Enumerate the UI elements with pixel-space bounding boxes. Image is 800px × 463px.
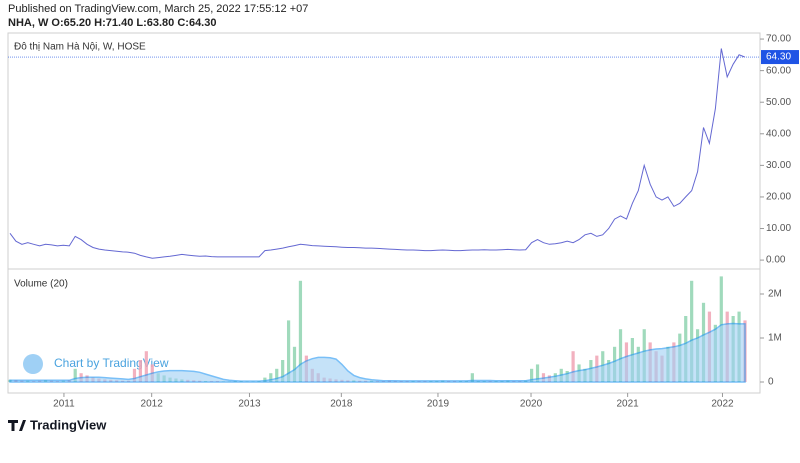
y-tick-label: 10.00 (766, 223, 791, 234)
volume-bar (470, 373, 474, 383)
y-tick-label: 0.00 (766, 255, 786, 266)
chart-frame (7, 32, 761, 394)
volume-ma-area (9, 322, 746, 383)
volume-bar (530, 368, 534, 383)
y-tick-label: 2M (768, 289, 782, 300)
volume-bar (275, 368, 279, 383)
y-tick-label: 60.00 (766, 65, 791, 76)
x-tick-label: 2021 (617, 399, 640, 410)
publish-info: Published on TradingView.com, March 25, … (8, 3, 308, 15)
x-tick-label: 2012 (141, 399, 164, 410)
ohlc-info: NHA, W O:65.20 H:71.40 L:63.80 C:64.30 (8, 17, 216, 29)
x-tick-label: 2022 (711, 399, 734, 410)
x-tick-label: 2019 (427, 399, 450, 410)
volume-bar (138, 360, 143, 383)
volume-pane-title: Volume (20) (14, 279, 68, 290)
volume-bar (690, 280, 694, 383)
y-tick-label: 0 (768, 377, 774, 388)
watermark-icon (23, 354, 43, 374)
volume-bar (286, 320, 291, 383)
x-tick-label: 2018 (330, 399, 353, 410)
volume-bar (281, 360, 285, 383)
logo-text: TradingView (30, 417, 107, 432)
volume-bar (269, 373, 273, 383)
y-tick-label: 1M (768, 333, 782, 344)
y-tick-label: 30.00 (766, 160, 791, 171)
y-tick-label: 40.00 (766, 128, 791, 139)
y-tick-label: 50.00 (766, 97, 791, 108)
volume-bar (571, 351, 575, 383)
y-tick-label: 70.00 (766, 34, 791, 45)
volume-bar (263, 377, 267, 383)
volume-bar (73, 368, 77, 383)
volume-bar (292, 346, 297, 383)
volume-bar (132, 368, 137, 383)
logo-icon (8, 420, 26, 431)
x-tick-label: 2020 (520, 399, 543, 410)
volume-bar (298, 280, 303, 383)
volume-bar (535, 364, 540, 383)
y-tick-label: 20.00 (766, 192, 791, 203)
price-label: 64.30 (766, 52, 791, 63)
x-tick-label: 2011 (53, 399, 75, 410)
price-label-bg (761, 50, 799, 65)
x-tick-label: 2013 (238, 399, 261, 410)
price-pane-title: Đô thị Nam Hà Nội, W, HOSE (14, 42, 146, 53)
volume-bar (618, 329, 623, 383)
volume-bar (144, 351, 148, 383)
price-line-series (9, 48, 746, 259)
logo: TradingView (8, 417, 107, 432)
